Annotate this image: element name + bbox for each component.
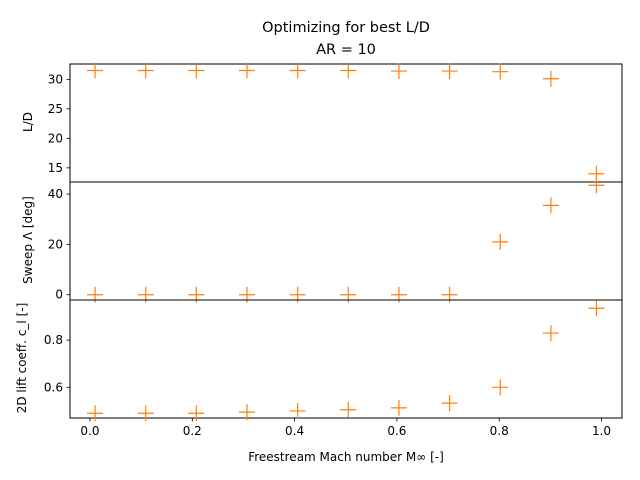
data-point	[340, 62, 357, 79]
data-point	[441, 63, 458, 80]
y-axis-label-cl: 2D lift coeff. c_l [-]	[15, 303, 29, 414]
y-tick-label: 0	[55, 288, 63, 302]
data-point	[188, 62, 205, 79]
data-point	[239, 62, 256, 79]
data-point	[137, 405, 154, 422]
y-tick-label: 15	[48, 161, 63, 175]
y-axis-label-ld: L/D	[21, 112, 35, 132]
data-point	[492, 379, 509, 396]
panel-frame	[69, 299, 623, 419]
x-tick-label: 0.0	[80, 424, 99, 438]
data-point	[289, 402, 306, 419]
y-tick-label: 20	[48, 131, 63, 145]
data-point	[492, 233, 509, 250]
x-axis-label: Freestream Mach number M∞ [-]	[248, 450, 444, 464]
data-point	[542, 70, 559, 87]
panel-1: 0 20 40	[48, 177, 623, 303]
data-point	[542, 197, 559, 214]
panel-2: 0.6 0.8 0.0 0.2 0.4 0.6 0.8 1.0	[44, 299, 623, 438]
data-point	[188, 405, 205, 422]
data-point	[137, 62, 154, 79]
data-point	[239, 404, 256, 421]
x-tick-label: 0.2	[183, 424, 202, 438]
data-point	[390, 63, 407, 80]
x-tick-label: 1.0	[592, 424, 611, 438]
panel-0: 15 20 25 30	[48, 62, 623, 183]
data-point	[390, 399, 407, 416]
y-tick-label: 0.8	[44, 333, 63, 347]
data-point	[87, 405, 104, 422]
data-point	[542, 325, 559, 342]
y-tick-label: 25	[48, 102, 63, 116]
x-tick-label: 0.8	[490, 424, 509, 438]
data-point	[492, 63, 509, 80]
data-point	[87, 62, 104, 79]
chart-title: Optimizing for best L/D	[262, 20, 430, 36]
y-tick-label: 20	[48, 237, 63, 251]
data-point	[340, 401, 357, 418]
chart-subtitle: AR = 10	[316, 42, 376, 58]
x-tick-label: 0.4	[285, 424, 304, 438]
x-tick-label: 0.6	[387, 424, 406, 438]
panel-frame	[69, 63, 623, 183]
y-tick-label: 0.6	[44, 380, 63, 394]
data-point	[289, 62, 306, 79]
data-point	[588, 300, 605, 317]
data-point	[588, 177, 605, 194]
data-point	[441, 395, 458, 412]
panel-frame	[69, 181, 623, 301]
y-tick-label: 40	[48, 187, 63, 201]
y-axis-label-sweep: Sweep Λ [deg]	[21, 196, 35, 284]
y-tick-label: 30	[48, 72, 63, 86]
plot-area: 15 20 25 30 0 20 40 0.6 0.8 0.0 0.2 0.4 0.6 0.8 1.0	[44, 62, 623, 438]
